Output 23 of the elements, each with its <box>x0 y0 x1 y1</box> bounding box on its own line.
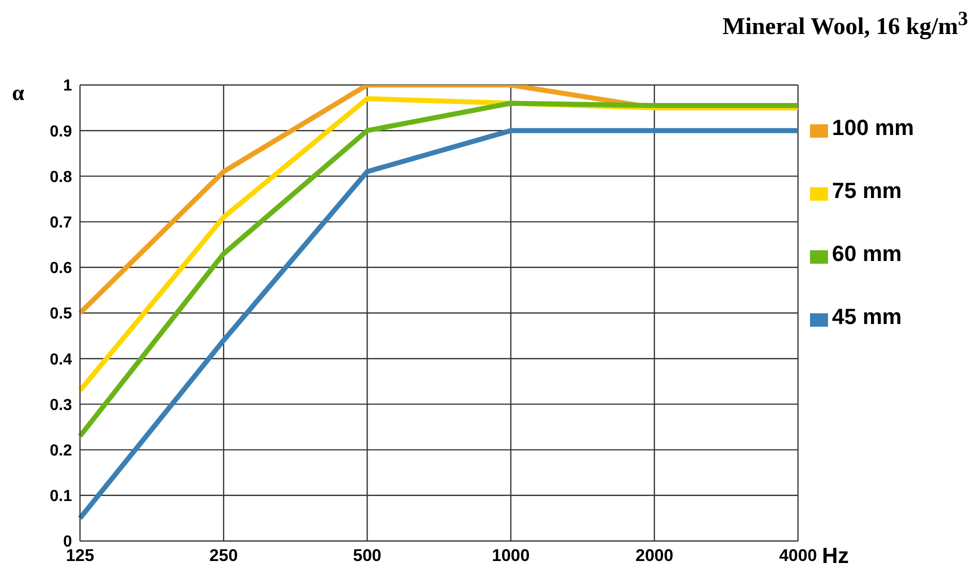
y-tick-label: 0.5 <box>50 306 72 323</box>
legend-label: 60 mm <box>832 241 902 266</box>
y-axis-title: α <box>12 80 24 106</box>
y-tick-label: 0.4 <box>50 351 72 368</box>
x-tick-label: 4000 <box>779 546 817 566</box>
x-tick-label: 250 <box>209 546 238 566</box>
x-tick-label: 125 <box>66 546 94 566</box>
legend-label: 75 mm <box>832 178 902 203</box>
y-tick-label: 1 <box>63 78 72 95</box>
x-tick-label: 500 <box>353 546 382 566</box>
x-tick-label: 2000 <box>635 546 674 566</box>
y-tick-label: 0.9 <box>50 123 72 140</box>
chart-title: Mineral Wool, 16 kg/m$^{3}$ <box>722 8 968 41</box>
y-tick-label: 0.3 <box>50 396 72 414</box>
y-tick-label: 0.1 <box>50 488 72 506</box>
legend-label: 100 mm <box>832 115 914 140</box>
y-tick-label: 0.7 <box>50 214 72 232</box>
legend-label: 45 mm <box>832 304 902 329</box>
y-tick-label: 0.8 <box>50 168 72 186</box>
y-tick-label: 0.2 <box>50 442 72 460</box>
x-axis-title: Hz <box>822 543 849 569</box>
x-tick-label: 1000 <box>492 546 530 566</box>
y-tick-label: 0.6 <box>50 260 72 278</box>
